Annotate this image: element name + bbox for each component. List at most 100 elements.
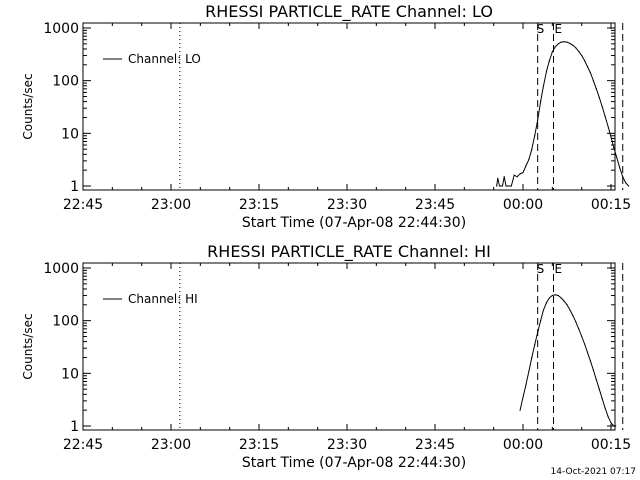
data-point [592, 80, 595, 82]
data-point [607, 125, 609, 128]
y-tick-label: 100 [52, 314, 79, 330]
data-point [534, 344, 536, 346]
x-tick-label: 23:00 [151, 437, 191, 453]
data-point [581, 54, 583, 57]
data-point [545, 302, 548, 304]
data-point [607, 416, 609, 418]
data-point [540, 320, 542, 322]
data-point [589, 360, 592, 362]
data-point [569, 309, 571, 311]
marker-label-s: S [537, 22, 545, 36]
data-point [622, 176, 624, 178]
x-tick-label: 23:15 [239, 197, 279, 213]
data-point [560, 297, 562, 299]
data-point [519, 173, 521, 175]
data-point [542, 85, 545, 87]
data-point [563, 300, 565, 302]
data-point [507, 185, 509, 187]
y-axis-label: Counts/sec [21, 73, 35, 139]
chart-panel-hi: RHESSI PARTICLE_RATE Channel: HI Start Ti… [21, 242, 631, 471]
data-point [522, 396, 524, 398]
chart-panel-lo: RHESSI PARTICLE_RATE Channel: LO Start Ti… [21, 2, 631, 231]
series-line-lo [496, 41, 629, 187]
data-point [516, 176, 518, 178]
footer-timestamp: 14-Oct-2021 07:17 [551, 467, 636, 477]
y-axis-label: Counts/sec [21, 313, 35, 379]
data-point [610, 422, 612, 424]
marker-label-e: E [555, 22, 563, 36]
data-point [531, 148, 533, 150]
data-point [505, 185, 507, 187]
x-tick-label: 23:00 [151, 197, 191, 213]
data-point [522, 171, 524, 174]
x-tick-label: 22:45 [63, 197, 103, 213]
x-tick-label: 00:15 [591, 197, 631, 213]
data-point [584, 60, 586, 62]
data-point [581, 335, 583, 338]
data-point [616, 157, 618, 159]
y-tick-label: 1 [70, 179, 79, 195]
data-point [531, 356, 533, 359]
y-tick-label: 1000 [43, 261, 79, 277]
x-tick-label: 23:15 [239, 437, 279, 453]
y-tick-label: 10 [61, 126, 79, 142]
data-point [578, 50, 580, 52]
data-point [557, 294, 559, 297]
x-tick-label: 00:00 [503, 197, 543, 213]
data-point [586, 351, 589, 353]
data-point [525, 384, 527, 386]
data-point [497, 177, 499, 179]
data-point [589, 72, 592, 74]
data-point [548, 297, 551, 299]
data-point [604, 407, 606, 409]
data-point [566, 41, 568, 43]
y-tick-label: 10 [61, 366, 79, 382]
data-point [592, 369, 595, 371]
data-point [578, 328, 580, 330]
data-point [496, 185, 498, 187]
data-point [575, 321, 577, 323]
x-tick-label: 23:45 [415, 437, 455, 453]
data-point [548, 60, 551, 62]
chart-title: RHESSI PARTICLE_RATE Channel: LO [205, 2, 493, 22]
data-point [513, 174, 515, 176]
data-point [604, 115, 606, 117]
data-point [610, 136, 612, 138]
data-point [595, 88, 597, 90]
data-point [545, 70, 548, 72]
y-tick-label: 100 [52, 74, 79, 90]
data-point [540, 101, 542, 103]
data-point [595, 379, 597, 381]
x-tick-label: 23:30 [327, 197, 367, 213]
x-tick-label: 23:30 [327, 437, 367, 453]
data-point [542, 309, 545, 311]
plot-frame [82, 262, 616, 431]
data-point [528, 158, 530, 160]
marker-label-e: E [555, 262, 563, 276]
plot-frame [82, 22, 616, 191]
data-point [625, 182, 627, 184]
data-point [554, 294, 556, 296]
data-point [598, 96, 600, 99]
data-point [566, 304, 568, 306]
data-point [613, 147, 615, 149]
x-tick-label: 00:15 [591, 437, 631, 453]
data-point [557, 43, 559, 45]
legend-entry: Channel: LO [128, 52, 201, 66]
data-point [598, 388, 600, 390]
x-tick-label: 00:00 [503, 437, 543, 453]
y-tick-label: 1000 [43, 21, 79, 37]
data-point [619, 167, 621, 169]
x-axis-label: Start Time (07-Apr-08 22:44:30) [242, 455, 466, 471]
data-point [572, 44, 574, 46]
data-point [613, 425, 615, 427]
data-point [575, 47, 577, 49]
x-tick-label: 23:45 [415, 197, 455, 213]
data-point [586, 65, 589, 68]
x-tick-label: 22:45 [63, 437, 103, 453]
data-point [551, 294, 553, 297]
data-point [601, 398, 603, 400]
data-point [501, 185, 504, 187]
data-point [554, 46, 556, 48]
